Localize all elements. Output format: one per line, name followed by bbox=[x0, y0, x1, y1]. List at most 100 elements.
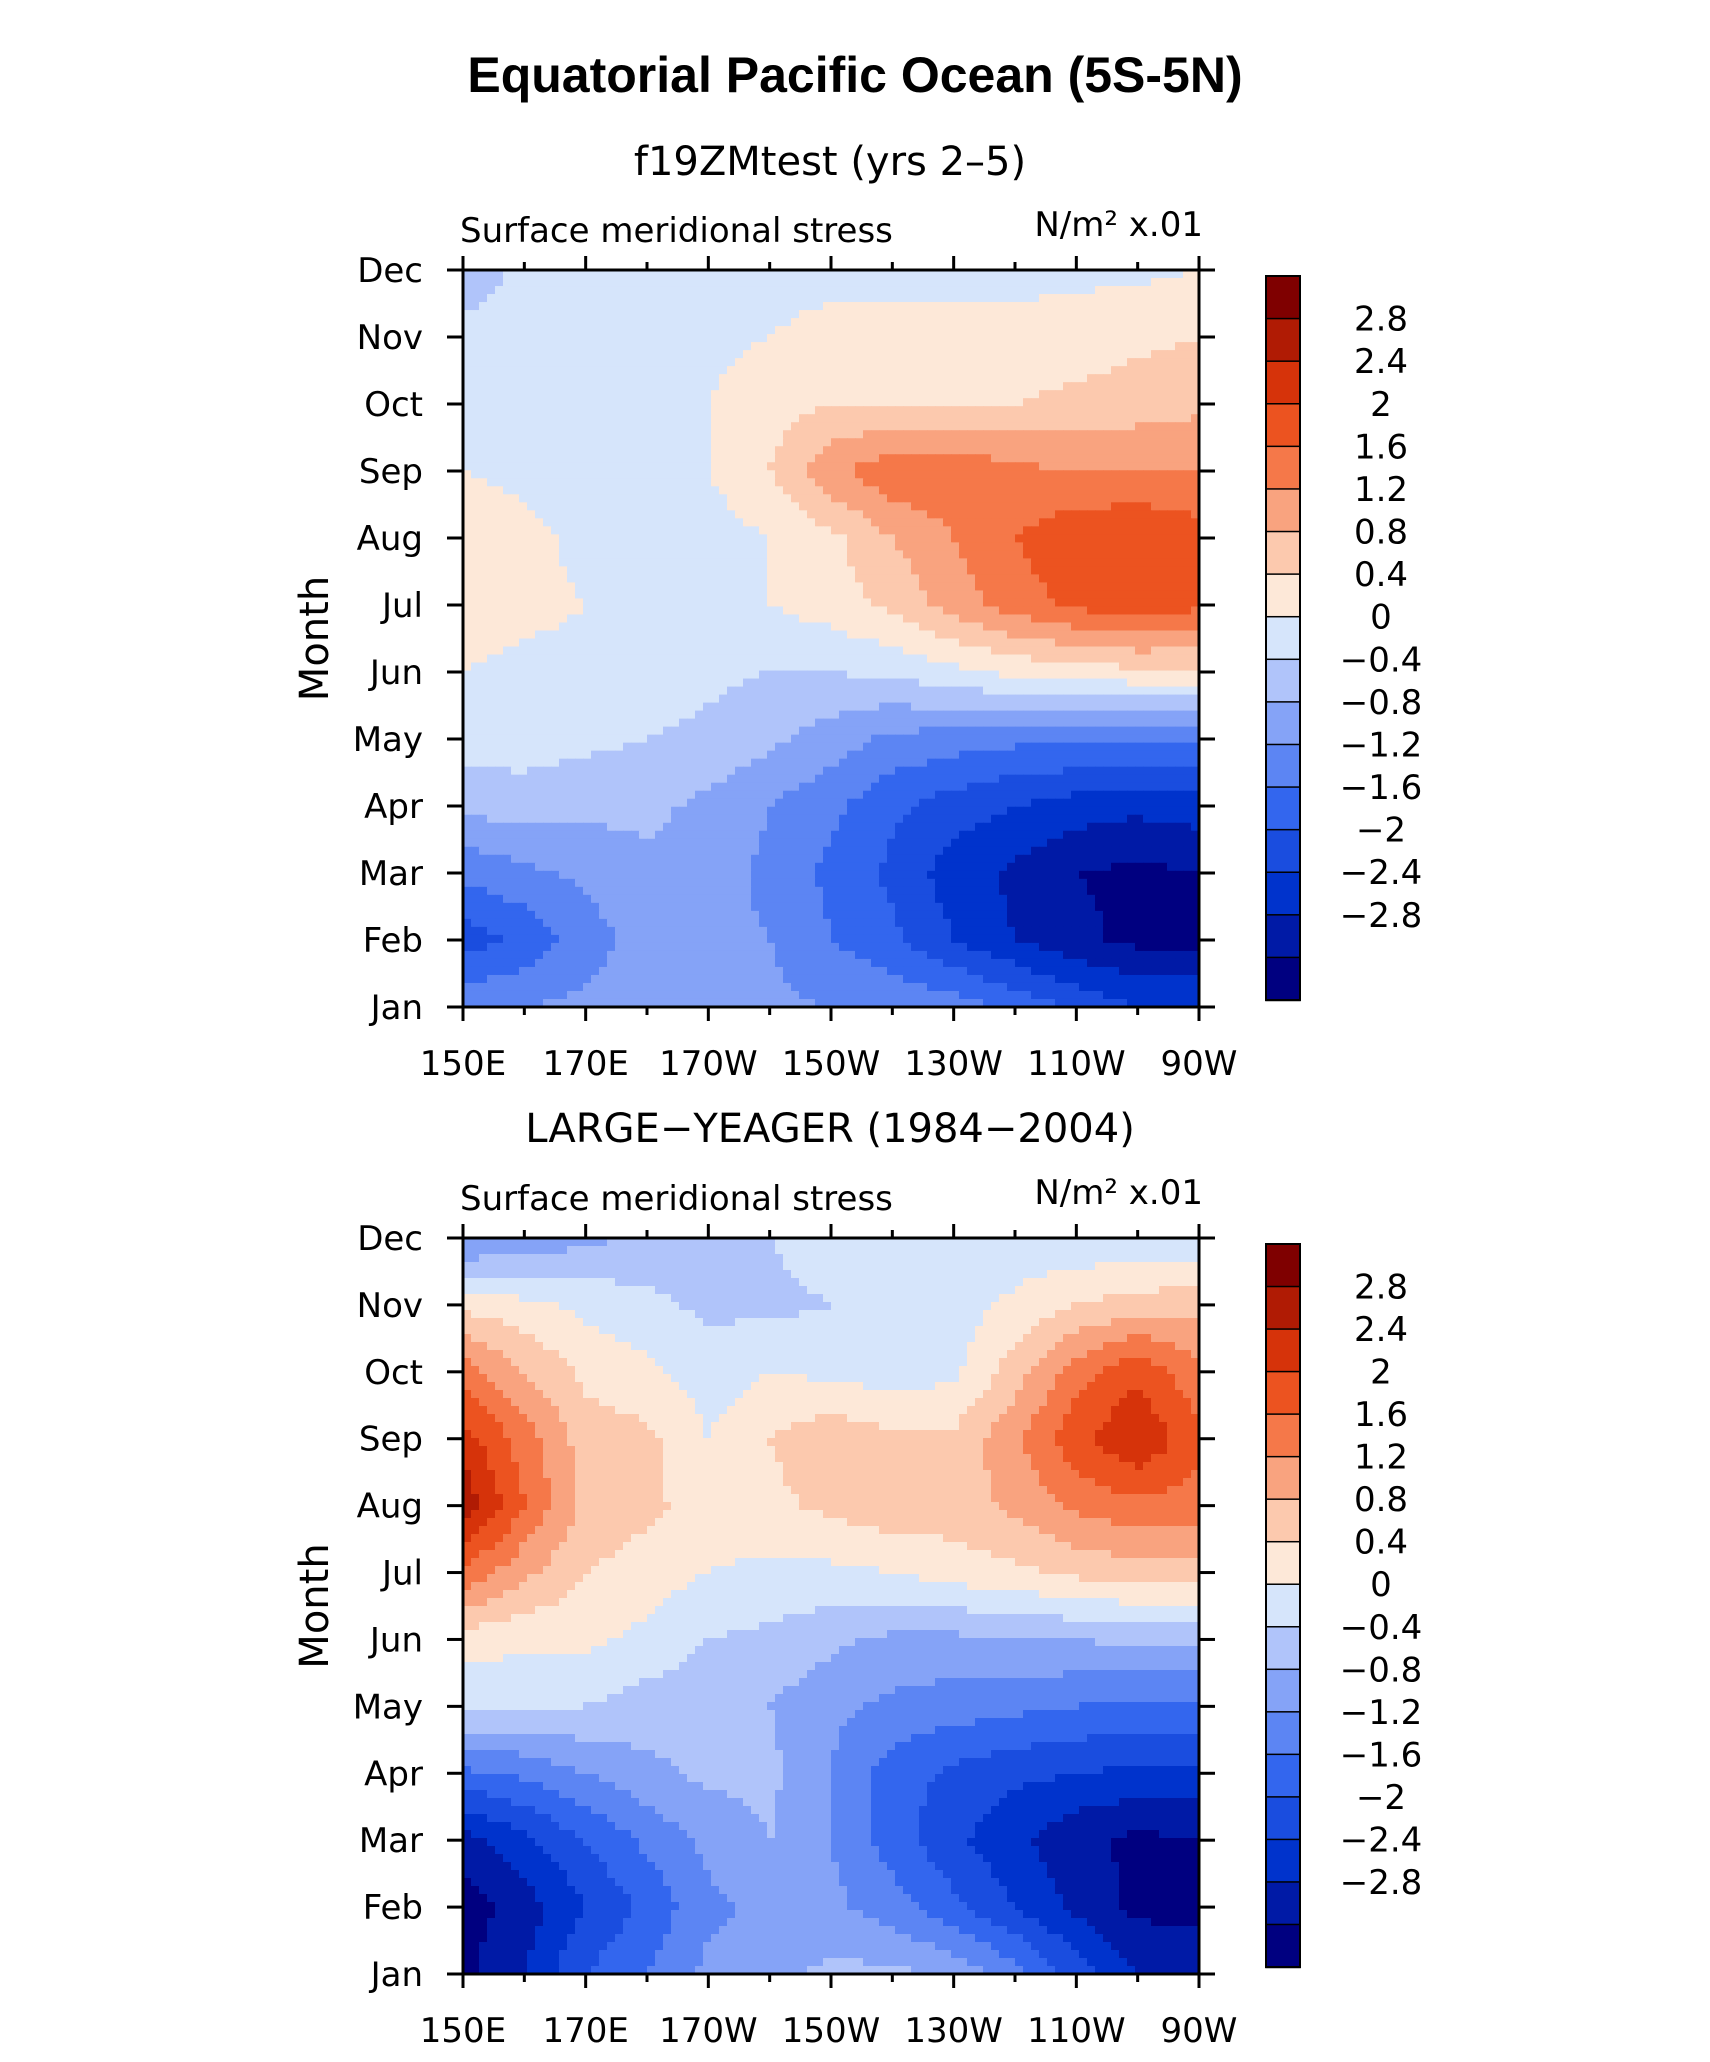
field-cell bbox=[543, 342, 552, 351]
field-cell bbox=[759, 470, 768, 479]
field-cell bbox=[463, 590, 472, 600]
field-cell bbox=[647, 606, 656, 616]
field-cell bbox=[1087, 318, 1096, 327]
field-cell bbox=[615, 310, 624, 319]
field-cell bbox=[1151, 366, 1160, 375]
field-cell bbox=[967, 630, 976, 640]
field-cell bbox=[567, 486, 576, 495]
field-cell bbox=[951, 310, 960, 319]
field-cell bbox=[471, 646, 480, 656]
field-cell bbox=[559, 670, 568, 680]
field-cell bbox=[967, 606, 976, 616]
field-cell bbox=[1079, 278, 1088, 287]
field-cell bbox=[527, 446, 536, 455]
field-cell bbox=[551, 278, 560, 287]
field-cell bbox=[887, 422, 896, 431]
field-cell bbox=[1143, 334, 1152, 343]
field-cell bbox=[887, 518, 896, 527]
field-cell bbox=[735, 294, 744, 303]
field-cell bbox=[815, 350, 824, 359]
field-cell bbox=[767, 446, 776, 455]
field-cell bbox=[615, 542, 624, 551]
field-cell bbox=[919, 510, 928, 519]
field-cell bbox=[927, 606, 936, 616]
field-cell bbox=[671, 438, 680, 447]
field-cell bbox=[887, 678, 896, 688]
field-cell bbox=[1127, 510, 1136, 519]
field-cell bbox=[1055, 342, 1064, 351]
field-cell bbox=[1175, 454, 1184, 463]
field-cell bbox=[855, 502, 864, 511]
field-cell bbox=[919, 446, 928, 455]
field-cell bbox=[863, 566, 872, 576]
field-cell bbox=[695, 422, 704, 431]
field-cell bbox=[639, 510, 648, 519]
field-cell bbox=[623, 406, 632, 415]
field-cell bbox=[1103, 310, 1112, 319]
field-cell bbox=[1023, 382, 1032, 391]
field-cell bbox=[639, 646, 648, 656]
field-cell bbox=[831, 550, 840, 559]
field-cell bbox=[727, 686, 736, 696]
field-cell bbox=[903, 486, 912, 495]
field-cell bbox=[591, 646, 600, 656]
field-cell bbox=[1151, 302, 1160, 311]
field-cell bbox=[583, 470, 592, 479]
field-cell bbox=[959, 342, 968, 351]
field-cell bbox=[1119, 582, 1128, 592]
field-cell bbox=[839, 678, 848, 688]
field-cell bbox=[807, 510, 816, 519]
field-cell bbox=[551, 590, 560, 600]
field-cell bbox=[1007, 310, 1016, 319]
field-cell bbox=[759, 598, 768, 608]
field-cell bbox=[503, 302, 512, 311]
field-cell bbox=[1047, 358, 1056, 367]
field-cell bbox=[719, 422, 728, 431]
field-cell bbox=[799, 422, 808, 431]
field-cell bbox=[1127, 694, 1136, 704]
field-cell bbox=[855, 294, 864, 303]
field-cell bbox=[1047, 366, 1056, 375]
field-cell bbox=[807, 398, 816, 407]
field-cell bbox=[1159, 478, 1168, 487]
field-cell bbox=[767, 406, 776, 415]
field-cell bbox=[967, 398, 976, 407]
field-cell bbox=[943, 398, 952, 407]
field-cell bbox=[1127, 542, 1136, 551]
field-cell bbox=[543, 278, 552, 287]
field-cell bbox=[983, 550, 992, 559]
field-cell bbox=[647, 558, 656, 567]
field-cell bbox=[959, 558, 968, 567]
field-cell bbox=[751, 678, 760, 688]
field-cell bbox=[631, 598, 640, 608]
field-cell bbox=[767, 694, 776, 704]
field-cell bbox=[583, 454, 592, 463]
field-cell bbox=[631, 518, 640, 527]
field-cell bbox=[887, 326, 896, 335]
field-cell bbox=[519, 694, 528, 704]
field-cell bbox=[727, 342, 736, 351]
field-cell bbox=[559, 526, 568, 535]
field-cell bbox=[567, 406, 576, 415]
field-cell bbox=[1079, 286, 1088, 295]
field-cell bbox=[823, 326, 832, 335]
field-cell bbox=[735, 334, 744, 343]
field-cell bbox=[1135, 598, 1144, 608]
field-cell bbox=[687, 278, 696, 287]
field-cell bbox=[1135, 382, 1144, 391]
field-cell bbox=[583, 638, 592, 648]
field-cell bbox=[1135, 502, 1144, 511]
field-cell bbox=[551, 438, 560, 447]
field-cell bbox=[943, 334, 952, 343]
field-cell bbox=[1023, 438, 1032, 447]
field-cell bbox=[1119, 694, 1128, 704]
field-cell bbox=[1111, 470, 1120, 479]
field-cell bbox=[567, 454, 576, 463]
field-cell bbox=[791, 662, 800, 672]
field-cell bbox=[1071, 470, 1080, 479]
field-cell bbox=[1191, 598, 1200, 608]
field-cell bbox=[471, 310, 480, 319]
field-cell bbox=[759, 622, 768, 632]
field-cell bbox=[719, 470, 728, 479]
field-cell bbox=[1127, 526, 1136, 535]
